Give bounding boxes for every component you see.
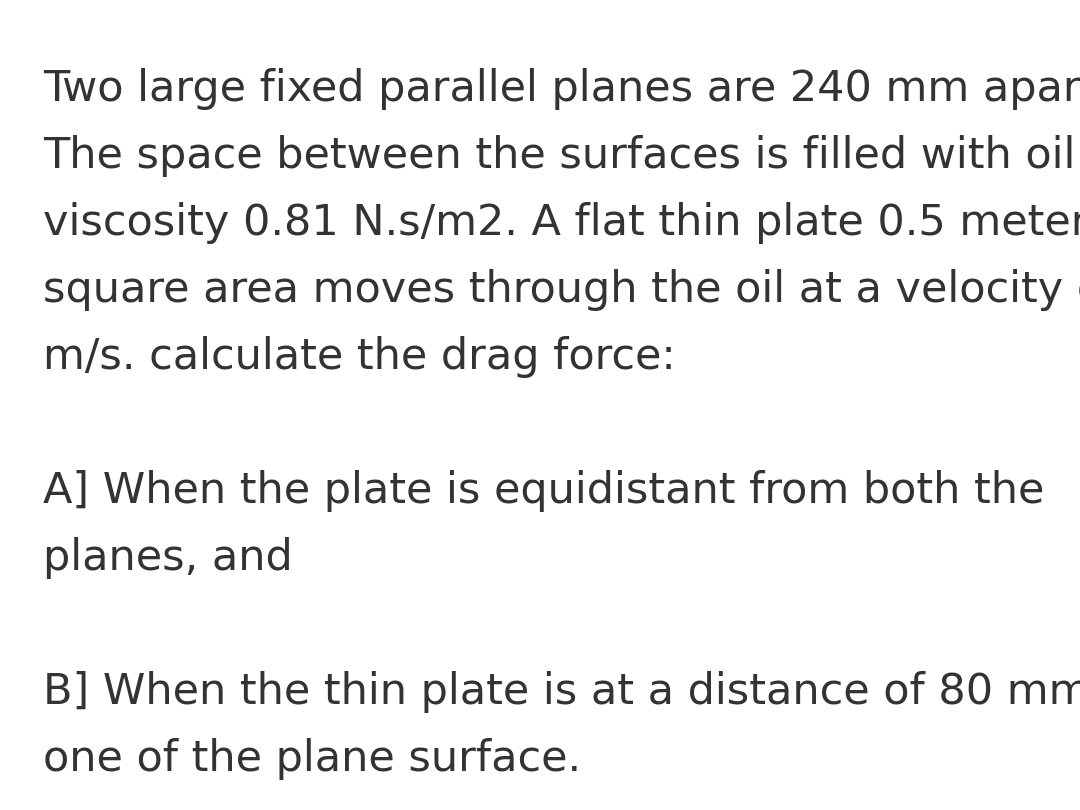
- Text: B] When the thin plate is at a distance of 80 mm from: B] When the thin plate is at a distance …: [43, 671, 1080, 713]
- Text: The space between the surfaces is filled with oil of: The space between the surfaces is filled…: [43, 135, 1080, 177]
- Text: planes, and: planes, and: [43, 537, 293, 579]
- Text: viscosity 0.81 N.s/m2. A flat thin plate 0.5 meter: viscosity 0.81 N.s/m2. A flat thin plate…: [43, 202, 1080, 244]
- Text: Two large fixed parallel planes are 240 mm apart.: Two large fixed parallel planes are 240 …: [43, 68, 1080, 110]
- Text: one of the plane surface.: one of the plane surface.: [43, 738, 581, 780]
- Text: m/s. calculate the drag force:: m/s. calculate the drag force:: [43, 336, 676, 378]
- Text: square area moves through the oil at a velocity of 0.3: square area moves through the oil at a v…: [43, 269, 1080, 311]
- Text: A] When the plate is equidistant from both the: A] When the plate is equidistant from bo…: [43, 470, 1044, 512]
